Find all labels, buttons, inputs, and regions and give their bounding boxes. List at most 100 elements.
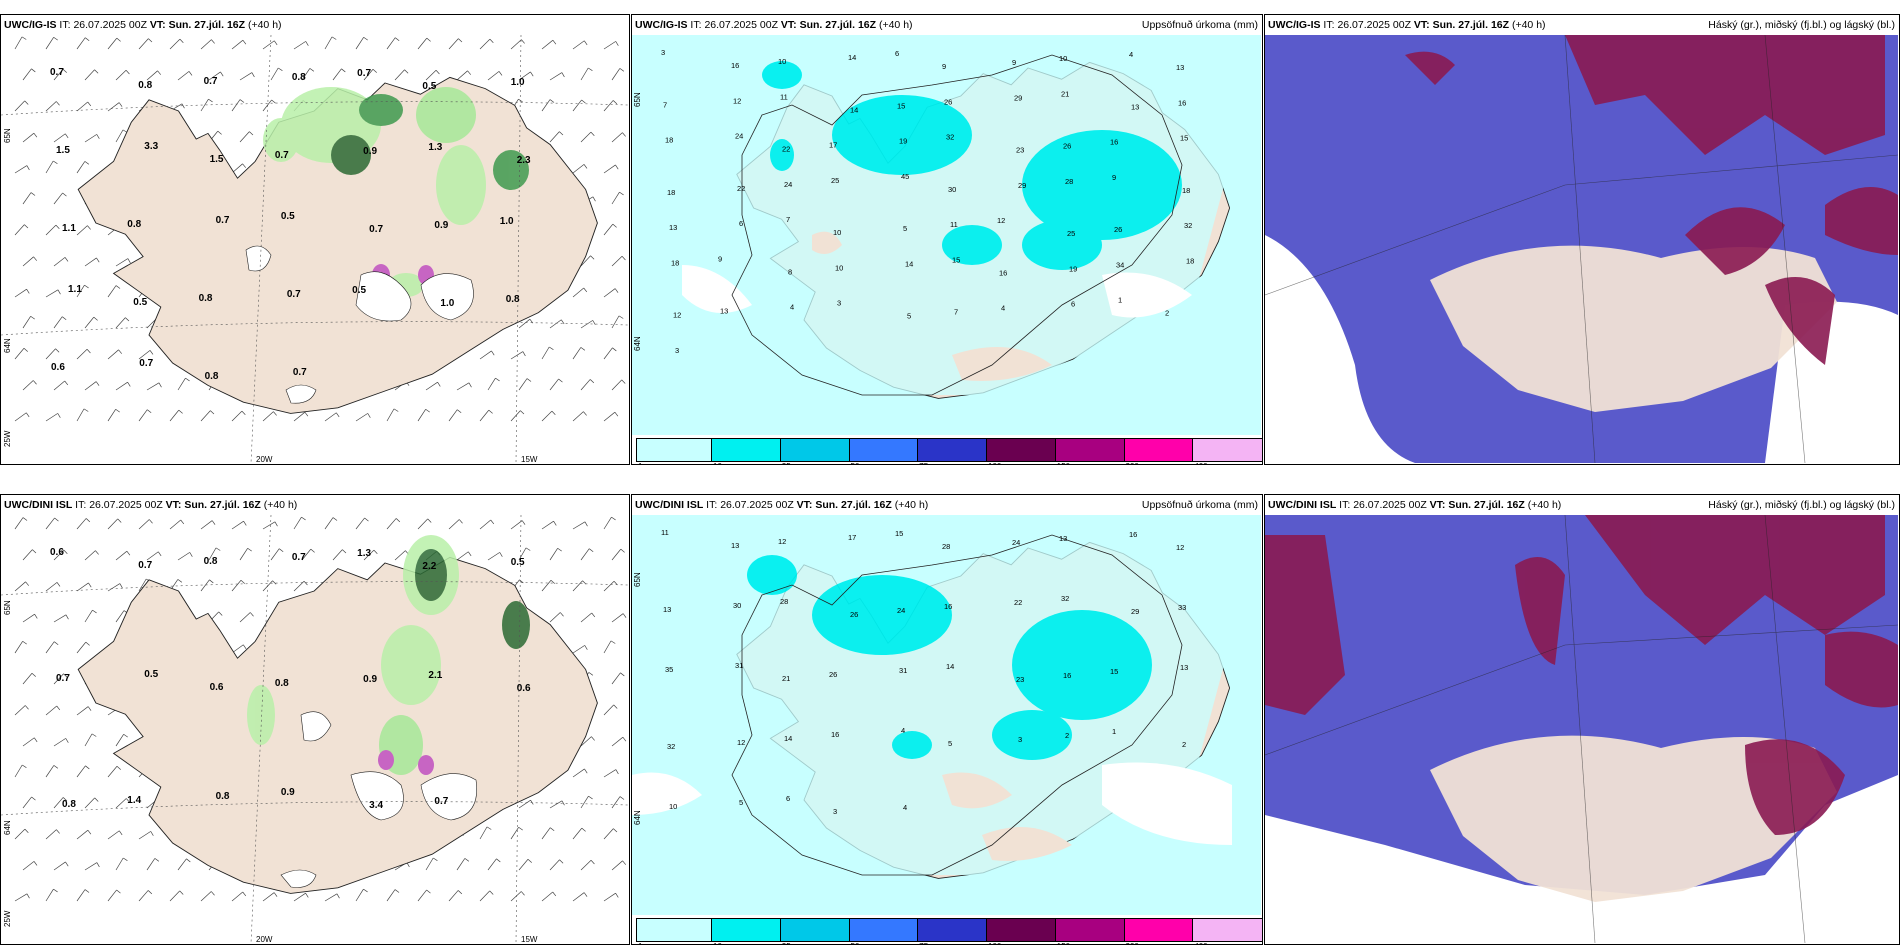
wind-barb xyxy=(324,893,338,902)
wind-barb xyxy=(231,891,243,902)
wind-barb xyxy=(510,520,523,530)
wind-barb xyxy=(518,547,527,561)
wind-barb-tick xyxy=(148,519,153,524)
wind-barb-tick xyxy=(188,71,193,76)
gust-value-label: 0.6 xyxy=(517,683,531,694)
precip-value-label: 17 xyxy=(848,533,856,542)
wind-barb xyxy=(603,288,616,298)
wind-barb-tick xyxy=(83,408,89,412)
wind-barb xyxy=(200,98,209,112)
precip-value-label: 13 xyxy=(731,541,739,550)
vt-value: Sun. 27.júl. 16Z xyxy=(1448,499,1525,511)
gust-value-label: 1.1 xyxy=(68,284,82,295)
wind-barb xyxy=(76,829,89,840)
wind-barb-tick xyxy=(274,40,278,46)
wind-barb xyxy=(611,548,622,561)
wind-barb xyxy=(76,101,88,112)
wind-barb xyxy=(22,68,32,81)
wind-barb-tick xyxy=(305,892,309,898)
wind-barb xyxy=(138,578,147,592)
wind-barb-tick xyxy=(580,347,586,351)
wind-barb xyxy=(45,224,57,236)
colorbar-cell: 400 xyxy=(1193,919,1262,944)
wind-barb-tick xyxy=(55,348,60,353)
wind-barb xyxy=(115,258,129,267)
wind-barb xyxy=(549,859,560,871)
colorbar-label: 150 xyxy=(1057,462,1070,464)
wind-barb xyxy=(14,828,26,840)
lead-time: (+40 h) xyxy=(878,19,913,31)
wind-barb xyxy=(572,164,585,174)
gust-value-label: 1.5 xyxy=(56,145,70,156)
wind-barb xyxy=(138,519,150,530)
wind-barb-tick xyxy=(84,889,90,893)
wind-barb xyxy=(115,317,126,329)
precip-value-label: 22 xyxy=(782,145,790,154)
wind-barb xyxy=(84,797,95,809)
precip-value-label: 4 xyxy=(790,303,794,312)
wind-barb xyxy=(611,672,621,685)
wind-barb-tick xyxy=(551,410,556,415)
wind-barb-tick xyxy=(56,829,60,834)
wind-barb xyxy=(580,860,592,871)
wind-barb xyxy=(293,892,306,902)
wind-barb-tick xyxy=(33,256,38,261)
panel-title: Háský (gr.), miðský (fj.bl.) og lágský (… xyxy=(1708,19,1895,31)
precip-value-label: 12 xyxy=(997,216,1005,225)
lat-label-65: 65N xyxy=(3,128,12,143)
wind-barb-tick xyxy=(87,706,92,711)
wind-barb-tick xyxy=(583,287,588,293)
wind-barb-tick xyxy=(559,131,564,136)
precip-value-label: 34 xyxy=(1116,260,1124,269)
wind-barb xyxy=(76,518,87,530)
wind-barb-tick xyxy=(242,891,247,897)
colorbar-cell: 25 xyxy=(780,919,850,944)
wind-barb-tick xyxy=(526,378,532,382)
wind-barb xyxy=(138,890,149,902)
wind-barb-tick xyxy=(622,860,627,865)
wind-barb-tick xyxy=(426,889,431,894)
wind-barb-tick xyxy=(622,736,627,742)
wind-barb xyxy=(611,132,623,143)
wind-barb-tick xyxy=(26,288,30,294)
panel-title: Uppsöfnuð úrkoma (mm) xyxy=(1141,19,1258,31)
precip-overlay xyxy=(692,525,1232,875)
high-cloud-layer xyxy=(1405,35,1898,365)
wind-barb-tick xyxy=(489,38,494,43)
wind-barb-tick xyxy=(583,411,587,416)
precip-value-label: 11 xyxy=(661,528,669,537)
wind-barb-tick xyxy=(590,255,595,260)
wind-barb xyxy=(603,100,614,112)
wind-barb-tick xyxy=(457,409,462,414)
wind-barb xyxy=(169,519,181,530)
wind-barb-tick xyxy=(62,192,67,197)
vt-label: VT: xyxy=(165,499,182,511)
wind-barb-tick xyxy=(31,673,36,677)
wind-barb-tick xyxy=(251,72,255,78)
colorbar-cell: 1 xyxy=(637,439,712,464)
wind-barb xyxy=(386,37,396,50)
wind-barb-tick xyxy=(404,69,409,74)
precip-value-label: 15 xyxy=(1110,667,1118,676)
wind-barb xyxy=(479,38,491,50)
wind-barb-tick xyxy=(154,858,160,862)
precip-value-label: 16 xyxy=(999,268,1007,277)
wind-barb-tick xyxy=(622,613,627,618)
precip-value-label: 11 xyxy=(780,92,788,101)
wind-barb-tick xyxy=(85,641,90,646)
wind-barb xyxy=(549,378,559,391)
wind-barb xyxy=(549,319,562,329)
precip-colorbar: 1 10 25 50 75 100 150 200 400 xyxy=(636,438,1262,464)
wind-barb xyxy=(200,520,213,530)
lead-time: (+40 h) xyxy=(247,19,282,31)
wind-barb xyxy=(487,552,500,561)
colorbar-label: 400 xyxy=(1194,942,1207,944)
wind-barb-tick xyxy=(490,519,495,525)
wind-barb xyxy=(14,764,23,778)
wind-barb xyxy=(76,889,86,902)
wind-barb-tick xyxy=(520,410,525,415)
it-value: 26.07.2025 00Z xyxy=(704,19,778,31)
lon-label-20w: 20W xyxy=(256,455,273,464)
coastline xyxy=(731,54,1183,396)
wind-barb-tick xyxy=(84,161,90,165)
